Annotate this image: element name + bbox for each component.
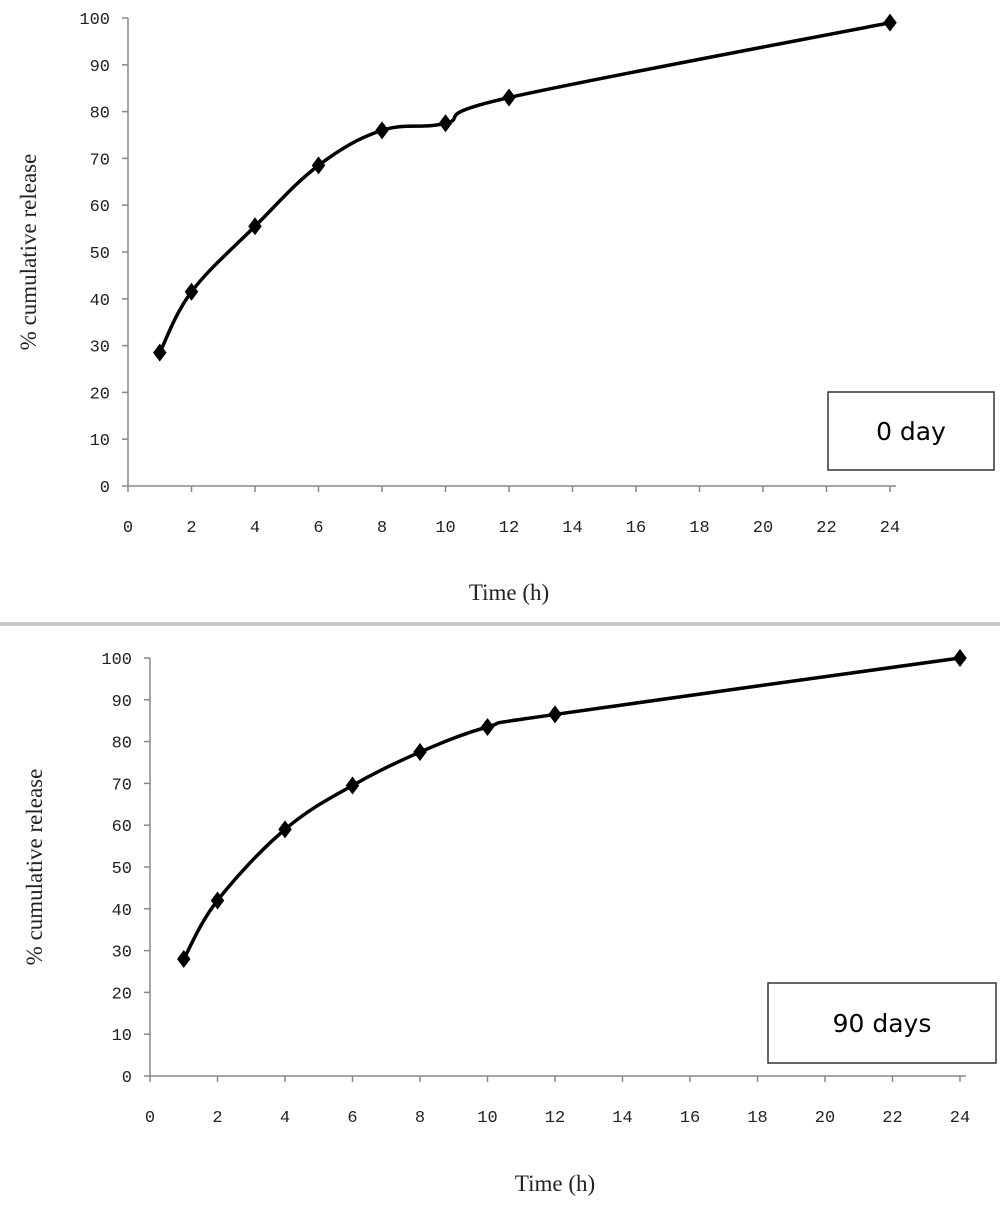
data-point-marker xyxy=(177,949,191,968)
x-tick-label: 6 xyxy=(313,519,323,538)
x-tick-label: 8 xyxy=(377,519,387,538)
y-tick-label: 90 xyxy=(112,693,132,712)
x-tick-label: 20 xyxy=(753,519,773,538)
annotation-box xyxy=(767,982,997,1064)
chart-panel-0-day: 0 10 20 30 40 50 60 70 80 90 100 0 2 4 6 8 10 12 14 16 18 20 2… xyxy=(16,11,995,605)
series-line xyxy=(158,20,891,354)
data-point-marker xyxy=(210,891,225,910)
data-point-marker xyxy=(278,820,292,839)
data-point-marker xyxy=(413,743,427,762)
data-point-marker xyxy=(153,343,167,362)
y-tick-label: 70 xyxy=(112,776,132,795)
x-tick-label: 18 xyxy=(689,519,709,538)
y-tick-label: 90 xyxy=(90,58,110,77)
data-point-marker xyxy=(438,114,453,133)
x-tick-label: 10 xyxy=(477,1109,497,1128)
y-axis-title: % cumulative release xyxy=(22,769,47,966)
x-tick-label: 4 xyxy=(250,519,260,538)
annotation-label: 90 days xyxy=(833,1009,932,1038)
data-point-marker xyxy=(883,13,897,32)
x-tick-label: 8 xyxy=(415,1109,425,1128)
annotation-label: 0 day xyxy=(876,417,946,446)
x-axis-title: Time (h) xyxy=(515,1171,595,1196)
y-tick-label: 20 xyxy=(112,985,132,1004)
data-point-marker xyxy=(375,121,389,140)
y-tick-label: 30 xyxy=(90,339,110,358)
x-tick-label: 24 xyxy=(880,519,900,538)
data-point-marker xyxy=(953,649,967,667)
x-tick-label: 24 xyxy=(950,1109,970,1128)
y-tick-label: 40 xyxy=(112,902,132,921)
y-tick-label: 0 xyxy=(122,1069,132,1088)
x-tick-label: 12 xyxy=(545,1109,565,1128)
data-point-marker xyxy=(548,705,562,724)
y-tick-label: 0 xyxy=(100,479,110,498)
y-tick-label: 80 xyxy=(112,735,132,754)
x-tick-label: 16 xyxy=(626,519,646,538)
x-tick-label: 4 xyxy=(280,1109,290,1128)
data-point-marker xyxy=(311,156,326,175)
x-tick-label: 22 xyxy=(816,519,836,538)
x-tick-label: 2 xyxy=(212,1109,222,1128)
y-tick-label: 20 xyxy=(90,385,110,404)
x-tick-label: 10 xyxy=(435,519,455,538)
y-tick-label: 50 xyxy=(112,860,132,879)
y-tick-label: 40 xyxy=(90,292,110,311)
x-tick-label: 14 xyxy=(612,1109,632,1128)
x-tick-label: 2 xyxy=(186,519,196,538)
y-tick-label: 10 xyxy=(90,432,110,451)
data-point-marker xyxy=(502,88,516,107)
y-tick-label: 100 xyxy=(101,651,132,670)
x-tick-label: 12 xyxy=(499,519,519,538)
data-point-marker xyxy=(184,282,199,301)
y-tick-label: 30 xyxy=(112,944,132,963)
panel-divider xyxy=(0,622,1000,626)
x-tick-label: 6 xyxy=(347,1109,357,1128)
x-tick-label: 20 xyxy=(815,1109,835,1128)
y-tick-label: 50 xyxy=(90,245,110,264)
x-tick-label: 16 xyxy=(680,1109,700,1128)
chart-panel-90-days: 0 10 20 30 40 50 60 70 80 90 100 0 2 4 6 8 10 12 14 16 18 20 2… xyxy=(0,628,1000,1209)
y-axis-title: % cumulative release xyxy=(16,154,41,351)
data-point-marker xyxy=(345,776,360,795)
y-tick-label: 60 xyxy=(90,198,110,217)
x-tick-label: 18 xyxy=(747,1109,767,1128)
x-tick-label: 0 xyxy=(123,519,133,538)
x-tick-label: 14 xyxy=(562,519,582,538)
y-tick-label: 70 xyxy=(90,151,110,170)
annotation-box xyxy=(827,391,995,471)
y-tick-label: 100 xyxy=(79,11,110,30)
data-point-marker xyxy=(480,717,495,736)
data-point-marker xyxy=(248,217,262,236)
y-tick-label: 80 xyxy=(90,105,110,124)
x-axis-title: Time (h) xyxy=(469,580,549,605)
series-line xyxy=(182,656,961,960)
y-tick-label: 10 xyxy=(112,1027,132,1046)
x-tick-label: 22 xyxy=(882,1109,902,1128)
x-tick-label: 0 xyxy=(145,1109,155,1128)
y-tick-label: 60 xyxy=(112,818,132,837)
